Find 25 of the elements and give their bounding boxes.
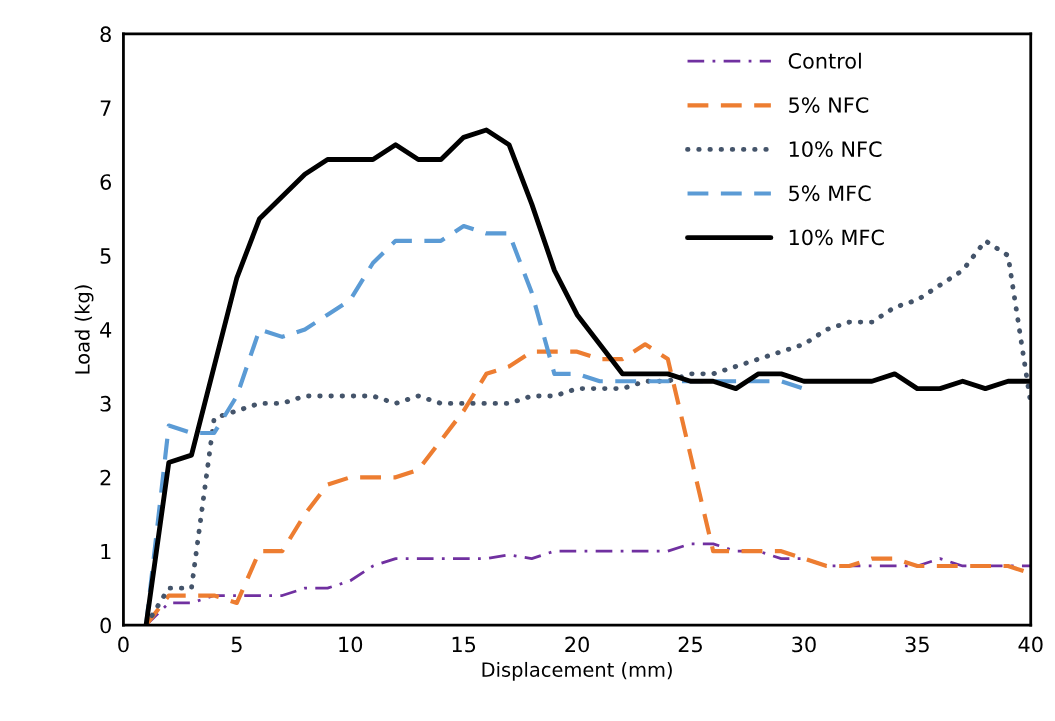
x-tick-label: 15: [452, 636, 476, 653]
legend-label: 10% MFC: [789, 229, 884, 246]
y-tick-label: 1: [101, 543, 111, 560]
y-tick-label: 8: [100, 26, 111, 43]
y-tick-label: 3: [100, 395, 111, 412]
y-tick-label: 4: [100, 322, 112, 338]
x-tick-label: 10: [339, 636, 363, 653]
legend-label: 10% NFC: [789, 141, 882, 158]
y-axis-title: Load (kg): [74, 285, 94, 374]
x-tick-label: 5: [231, 636, 242, 653]
legend-label: 5% MFC: [789, 185, 871, 202]
y-tick-label: 6: [100, 174, 112, 190]
x-tick-label: 20: [565, 636, 589, 653]
legend-label: 5% NFC: [789, 97, 869, 113]
x-tick-label: 0: [118, 636, 129, 653]
x-tick-label: 30: [792, 636, 816, 653]
y-tick-label: 0: [100, 617, 111, 634]
y-tick-label: 5: [100, 248, 111, 264]
y-tick-label: 7: [100, 100, 111, 116]
legend-label: Control: [788, 52, 861, 69]
x-tick-label: 25: [678, 636, 702, 653]
x-axis-title: Displacement (mm): [482, 661, 672, 681]
x-tick-label: 35: [905, 636, 929, 653]
y-tick-label: 2: [100, 469, 111, 486]
x-tick-label: 40: [1018, 636, 1043, 653]
